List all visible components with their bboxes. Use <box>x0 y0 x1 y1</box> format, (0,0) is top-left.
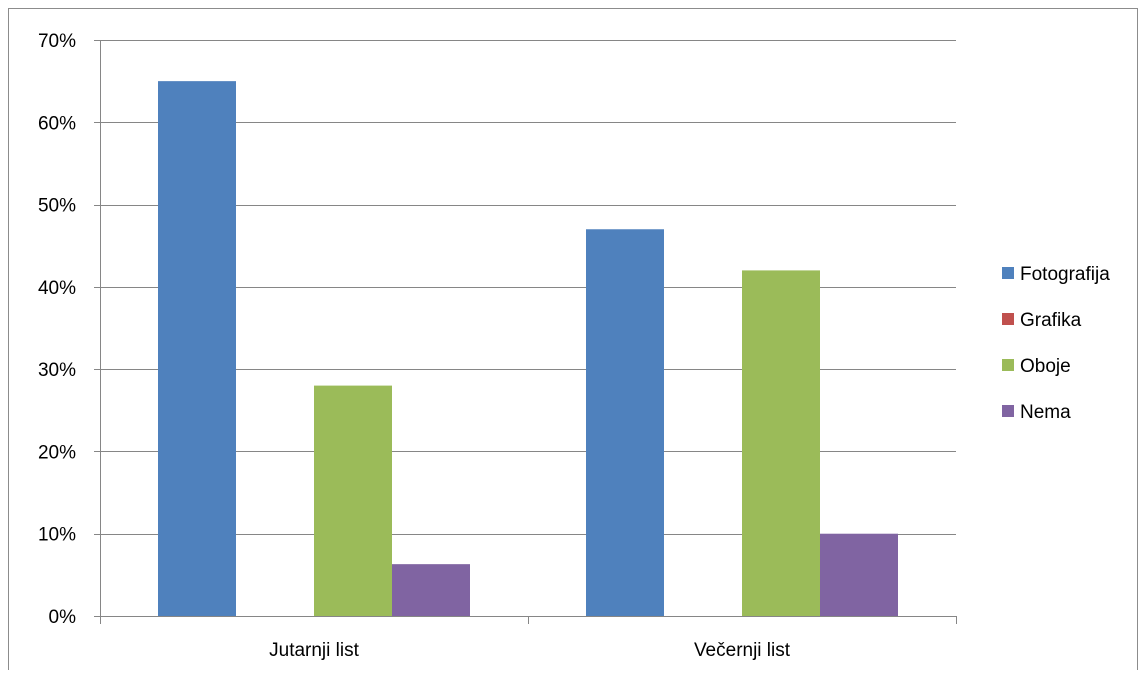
y-tick-label: 30% <box>38 360 76 381</box>
y-tick-label: 40% <box>38 278 76 299</box>
bar <box>820 533 898 616</box>
legend-label: Fotografija <box>1020 264 1110 285</box>
legend-label: Nema <box>1020 402 1071 423</box>
y-tick-label: 50% <box>38 196 76 217</box>
legend: Fotografija Grafika Oboje Nema <box>1002 264 1110 423</box>
bar <box>586 229 664 616</box>
legend-swatch <box>1002 405 1014 417</box>
x-tick-label: Večernji list <box>694 640 791 661</box>
x-tick-label: Jutarnji list <box>269 640 359 661</box>
y-tick-label: 0% <box>49 607 77 628</box>
legend-swatch <box>1002 313 1014 325</box>
legend-swatch <box>1002 267 1014 279</box>
axes <box>100 40 957 624</box>
y-tick-label: 70% <box>38 31 76 52</box>
legend-label: Oboje <box>1020 356 1071 377</box>
bar <box>158 81 236 616</box>
bars <box>158 81 898 616</box>
legend-label: Grafika <box>1020 310 1082 331</box>
legend-swatch <box>1002 359 1014 371</box>
y-tick-label: 20% <box>38 442 76 463</box>
bar <box>314 385 392 616</box>
y-tick-label: 10% <box>38 525 76 546</box>
y-tick-labels: 0% 10% 20% 30% 40% 50% 60% 70% <box>38 31 76 628</box>
bar <box>392 564 470 616</box>
bar <box>742 270 820 616</box>
x-tick-labels: Jutarnji list Večernji list <box>269 640 791 661</box>
y-tick-label: 60% <box>38 113 76 134</box>
